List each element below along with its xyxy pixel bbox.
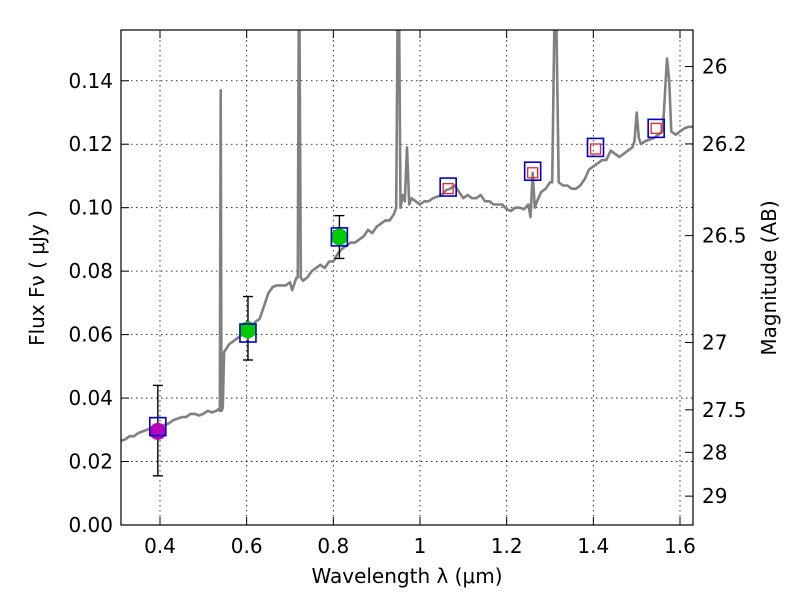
predicted-flux-square xyxy=(650,122,662,135)
model-photometry-square xyxy=(647,118,665,139)
observed-point xyxy=(330,228,348,246)
magnitude-tick-label: 26.2 xyxy=(702,132,747,156)
y-axis-label: Flux Fν ( μJy ) xyxy=(25,210,49,346)
y-tick-label: 0.04 xyxy=(68,386,113,410)
magnitude-tick-label: 29 xyxy=(702,484,727,508)
model-photometry-square xyxy=(239,323,257,343)
magnitude-tick-label: 27.5 xyxy=(702,398,747,422)
model-photometry-square xyxy=(586,137,605,158)
y-tick-label: 0.08 xyxy=(68,259,113,283)
x-tick-label: 1 xyxy=(414,534,427,558)
magnitude-tick-label: 26 xyxy=(702,54,727,78)
model-photometry-square xyxy=(149,416,167,437)
plot-frame xyxy=(120,29,694,526)
observed-point xyxy=(149,422,167,440)
predicted-flux-square xyxy=(527,167,539,179)
x-tick-label: 1.6 xyxy=(664,534,696,558)
model-photometry-square xyxy=(523,161,542,182)
y-tick-label: 0.12 xyxy=(68,132,113,156)
photometry-layer xyxy=(149,118,665,477)
magnitude-tick-label: 27 xyxy=(702,331,727,355)
x-tick-label: 0.4 xyxy=(144,534,176,558)
observed-point xyxy=(239,321,257,339)
grid-lines xyxy=(121,30,693,526)
y-tick-label: 0.14 xyxy=(68,69,113,93)
y-tick-label: 0.02 xyxy=(68,450,113,474)
predicted-flux-square xyxy=(589,143,602,155)
x-tick-label: 0.8 xyxy=(317,534,349,558)
x-axis-label: Wavelength λ (μm) xyxy=(311,564,502,588)
magnitude-tick-label: 28 xyxy=(702,440,727,464)
x-tick-label: 0.6 xyxy=(231,534,263,558)
y-tick-label: 0.10 xyxy=(68,196,113,220)
magnitude-tick-label: 26.5 xyxy=(702,224,747,248)
y-tick-label: 0.00 xyxy=(68,513,113,537)
model-spectrum-line xyxy=(121,30,693,443)
axis-ticks: 0.4 0.6 0.8 1 1.2 1.4 1.6 0.00 0.02 0.04 0.06 0.08 0… xyxy=(68,30,747,558)
model-photometry-square xyxy=(330,227,349,247)
y-tick-label: 0.06 xyxy=(68,323,113,347)
x-tick-label: 1.4 xyxy=(577,534,609,558)
model-spectrum-layer xyxy=(121,30,693,443)
y-axis-right-label: Magnitude (AB) xyxy=(757,200,781,355)
model-photometry-square xyxy=(439,177,457,197)
x-tick-label: 1.2 xyxy=(491,534,523,558)
predicted-flux-square xyxy=(442,183,454,195)
